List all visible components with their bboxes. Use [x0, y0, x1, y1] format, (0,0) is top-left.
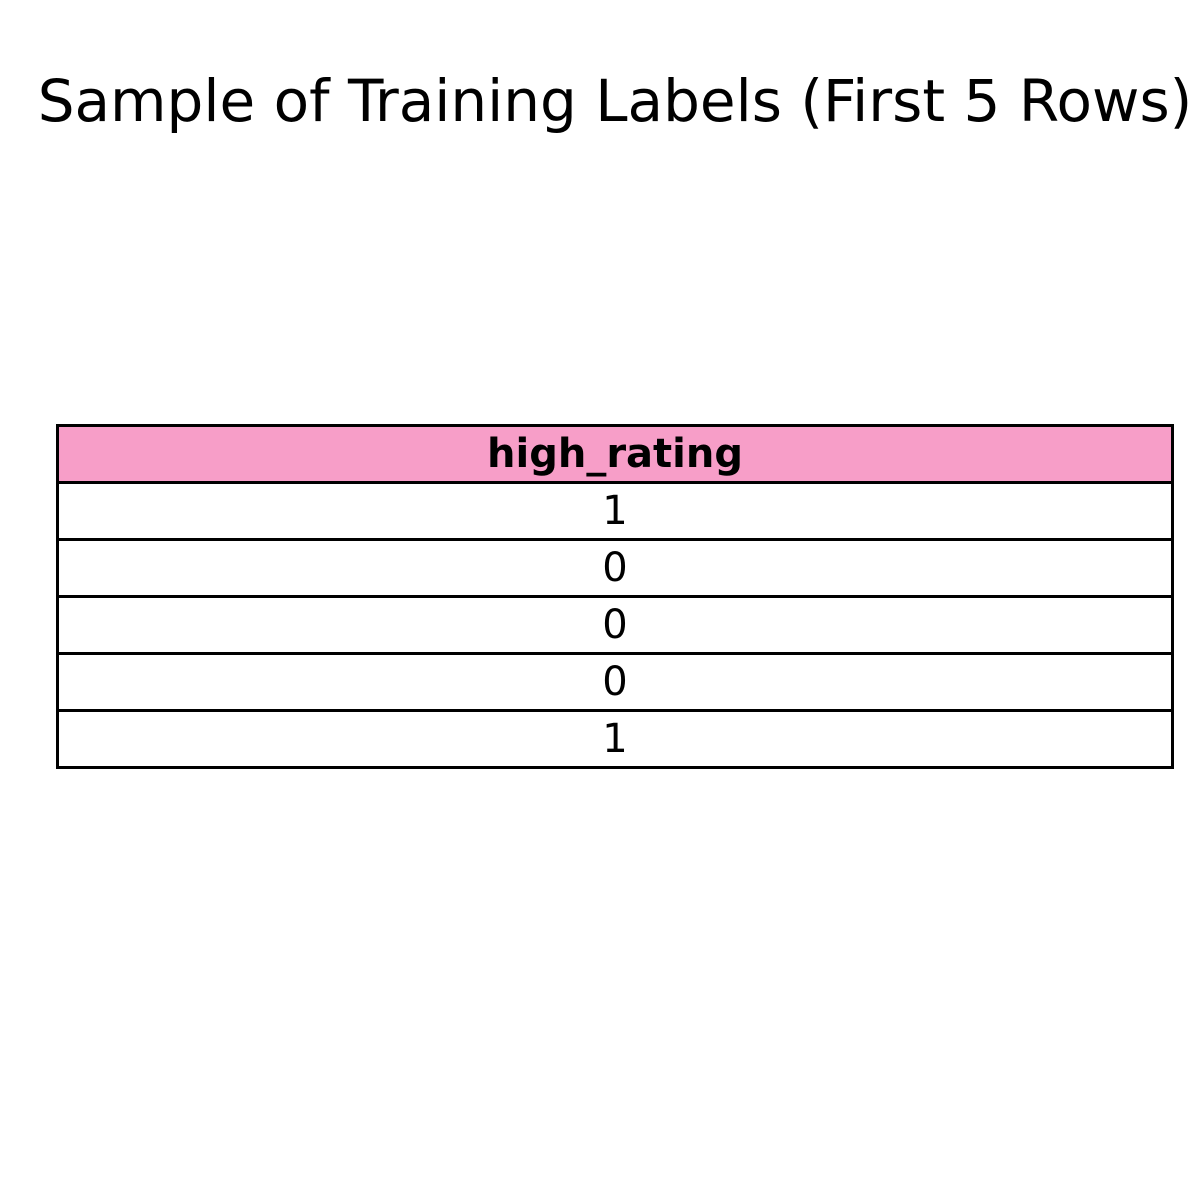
table-cell: 0 [56, 595, 1174, 655]
table-header: high_rating [56, 424, 1174, 484]
table-cell: 1 [56, 481, 1174, 541]
table-row: 1 [56, 481, 1174, 541]
table-cell: 0 [56, 652, 1174, 712]
table-row: 0 [56, 652, 1174, 712]
table-header-row: high_rating [56, 424, 1174, 484]
table-cell: 1 [56, 709, 1174, 769]
chart-title: Sample of Training Labels (First 5 Rows) [37, 67, 1193, 135]
column-header-high-rating: high_rating [56, 424, 1174, 484]
table-cell: 0 [56, 538, 1174, 598]
table-row: 0 [56, 538, 1174, 598]
table-row: 1 [56, 709, 1174, 769]
table-row: 0 [56, 595, 1174, 655]
